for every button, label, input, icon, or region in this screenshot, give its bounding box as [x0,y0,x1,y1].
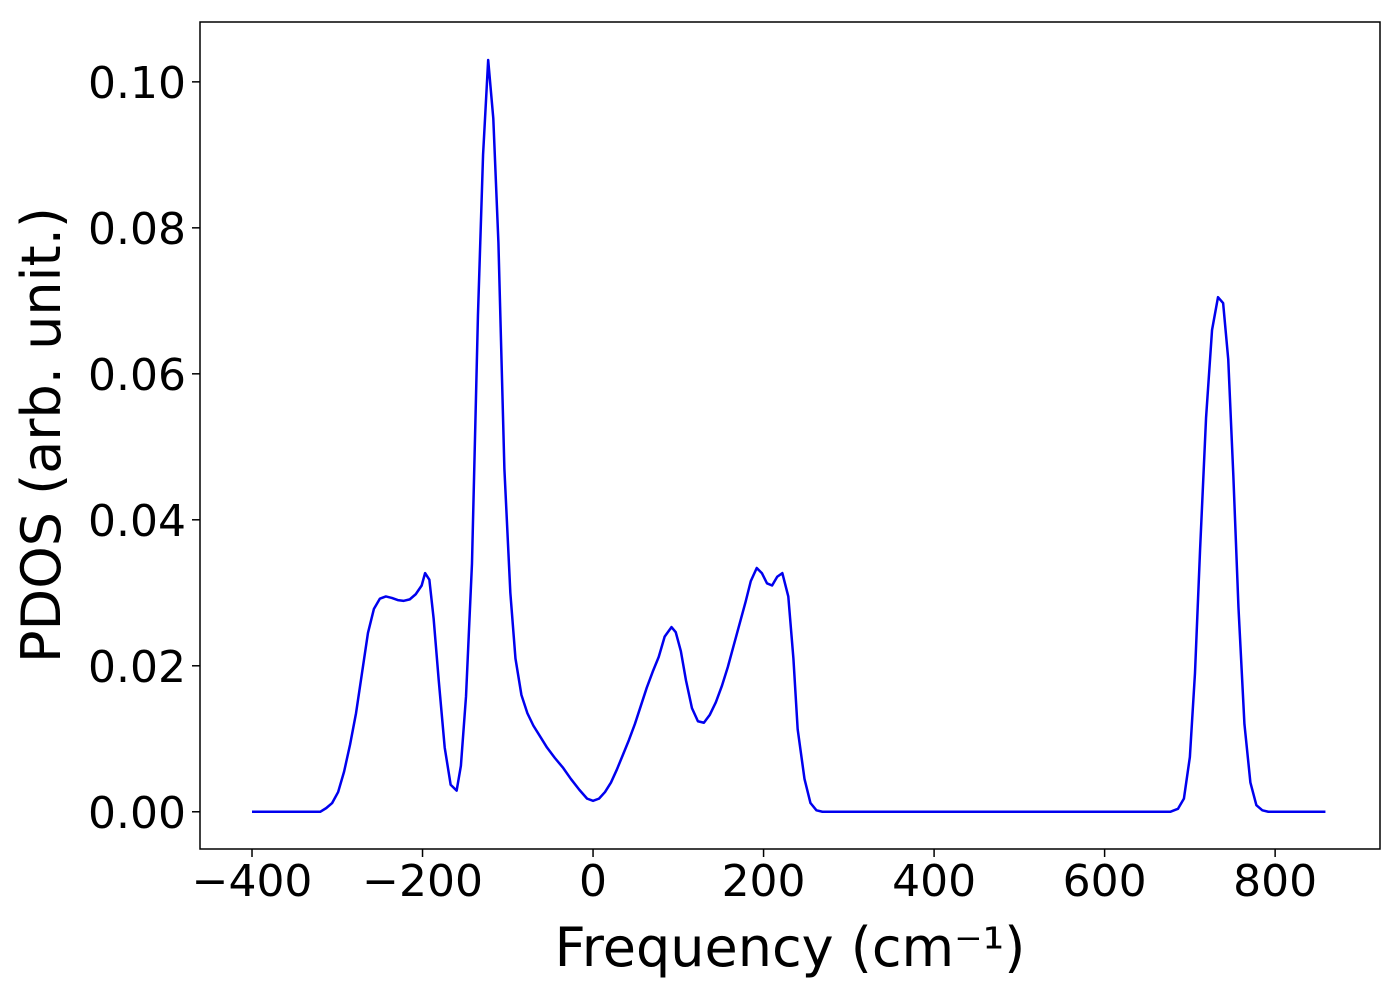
x-axis-label: Frequency (cm⁻¹) [555,916,1026,979]
data-line [252,58,1326,814]
x-tick-label: 400 [892,856,976,907]
x-tick-label: 600 [1063,856,1147,907]
y-tick-label: 0.02 [88,642,186,693]
y-tick-label: 0.08 [88,204,186,255]
y-tick-label: 0.00 [88,788,186,839]
x-tick-label: 800 [1233,856,1317,907]
y-tick-label: 0.06 [88,350,186,401]
x-tick-label: −200 [362,856,483,907]
x-tick-label: −400 [192,856,313,907]
y-tick-label: 0.10 [88,58,186,109]
plot-frame [199,21,1381,850]
x-tick-label: 0 [579,856,607,907]
y-axis-label: PDOS (arb. unit.) [10,207,73,663]
x-tick-label: 200 [722,856,806,907]
y-tick-label: 0.04 [88,496,186,547]
